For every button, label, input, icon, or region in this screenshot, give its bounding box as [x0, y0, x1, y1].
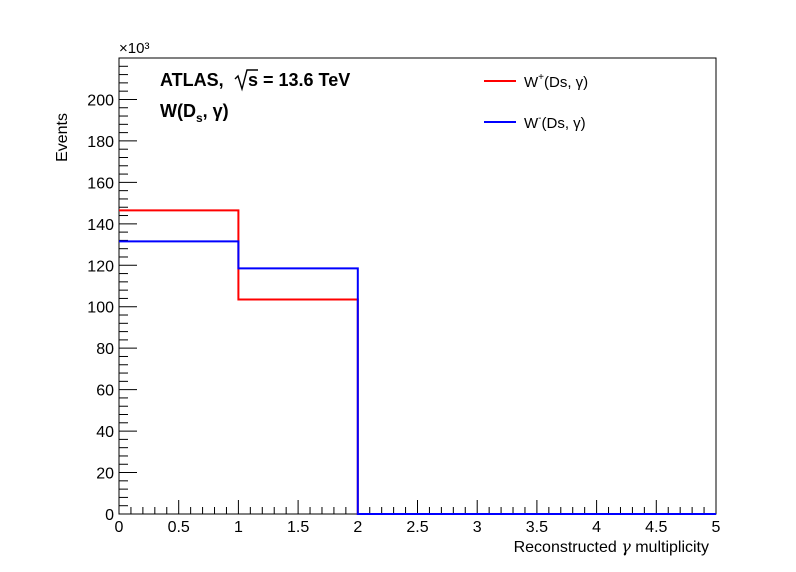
y-axis-title: Events: [54, 113, 71, 162]
y-tick-label: 120: [87, 258, 114, 275]
y-tick-label: 180: [87, 134, 114, 151]
series-layer: [119, 209, 716, 515]
y-tick-label: 200: [87, 92, 114, 109]
plot-frame: [118, 57, 717, 515]
y-tick-label: 140: [87, 217, 114, 234]
x-tick-label: 1: [234, 519, 243, 536]
legend-label-w-plus: W+(Ds, γ): [524, 72, 588, 91]
x-tick-label: 2: [353, 519, 362, 536]
x-axis-tick-labels: 0 0.5 1 1.5 2 2.5 3 3.5 4 4.5 5: [115, 519, 721, 536]
y-tick-label: 80: [96, 341, 114, 358]
y-axis-ticks: [119, 57, 137, 515]
x-tick-label: 4.5: [645, 519, 667, 536]
y-tick-label: 160: [87, 175, 114, 192]
y-axis-tick-labels: 0 20 40 60 80 100 120 140 160 180 200: [87, 92, 114, 524]
sqrt-symbol: [234, 69, 258, 92]
legend: W+(Ds, γ) W-(Ds, γ): [484, 72, 588, 132]
y-tick-label: 60: [96, 383, 114, 400]
x-tick-label: 5: [712, 519, 721, 536]
x-tick-label: 4: [592, 519, 601, 536]
x-tick-label: 3.5: [526, 519, 548, 536]
process-label: W(Ds, γ): [160, 101, 229, 125]
y-tick-label: 20: [96, 466, 114, 483]
x-tick-label: 3: [473, 519, 482, 536]
y-multiplier: ×10³: [119, 40, 149, 57]
y-tick-label: 0: [105, 507, 114, 524]
atlas-label: ATLAS,: [160, 70, 224, 90]
series-w-minus-line: [119, 240, 716, 515]
y-tick-label: 40: [96, 424, 114, 441]
x-tick-label: 1.5: [287, 519, 309, 536]
legend-label-w-minus: W-(Ds, γ): [524, 113, 586, 132]
series-w-plus-line: [119, 209, 716, 515]
x-tick-label: 2.5: [406, 519, 428, 536]
y-tick-label: 100: [87, 300, 114, 317]
x-tick-label: 0.5: [168, 519, 190, 536]
x-axis-title: Reconstructed γ multiplicity: [514, 537, 709, 556]
x-axis-ticks: [118, 500, 717, 514]
x-tick-label: 0: [115, 519, 124, 536]
energy-label: s = 13.6 TeV: [248, 70, 350, 90]
